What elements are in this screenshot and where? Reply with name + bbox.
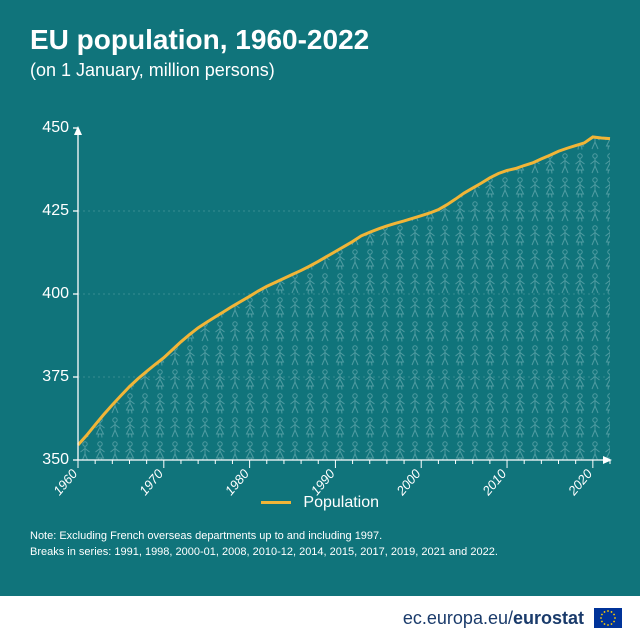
footer-brand: eurostat <box>513 608 584 629</box>
legend-label: Population <box>303 494 379 511</box>
header: EU population, 1960-2022 (on 1 January, … <box>30 24 369 81</box>
svg-text:400: 400 <box>42 285 69 302</box>
svg-text:425: 425 <box>42 202 69 219</box>
svg-text:450: 450 <box>42 119 69 136</box>
footer-url-prefix: ec.europa.eu/ <box>403 608 513 629</box>
footnote-1: Note: Excluding French overseas departme… <box>30 529 498 544</box>
svg-text:350: 350 <box>42 451 69 468</box>
chart-title: EU population, 1960-2022 <box>30 24 369 56</box>
infographic-container: EU population, 1960-2022 (on 1 January, … <box>0 0 640 640</box>
footer: ec.europa.eu/eurostat <box>0 596 640 640</box>
footnote-2: Breaks in series: 1991, 1998, 2000-01, 2… <box>30 545 498 560</box>
footnotes: Note: Excluding French overseas departme… <box>30 529 498 560</box>
population-chart: 3503754004254501960197019801990200020102… <box>30 118 620 520</box>
eu-flag-icon <box>594 608 622 628</box>
chart-area: 3503754004254501960197019801990200020102… <box>30 118 620 476</box>
main-panel: EU population, 1960-2022 (on 1 January, … <box>0 0 640 596</box>
chart-subtitle: (on 1 January, million persons) <box>30 60 369 81</box>
legend: Population <box>0 494 640 512</box>
svg-text:375: 375 <box>42 368 69 385</box>
legend-swatch <box>261 501 291 504</box>
